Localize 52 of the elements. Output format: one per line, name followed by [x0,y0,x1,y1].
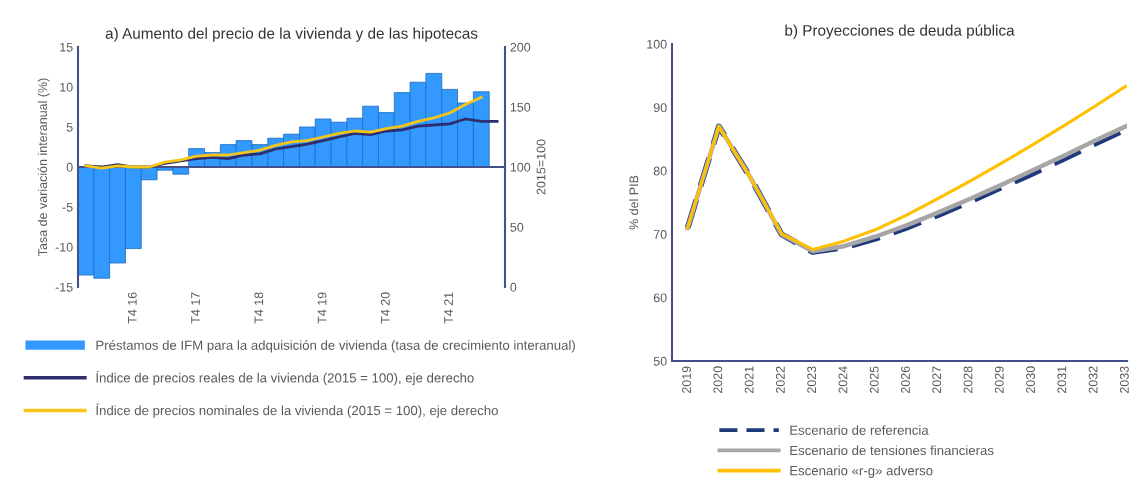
y-tick-label: 50 [653,356,667,366]
x-tick-label: T4 18 [254,292,264,324]
y-tick-label: -10 [55,242,73,252]
y-tick-label: 90 [653,103,667,113]
x-tick-label: 2031 [1057,366,1067,394]
y-tick-label: 5 [66,122,73,132]
legend-label: Índice de precios reales de la vivienda (2015 = 100), eje derecho [96,370,474,386]
chart-title: a) Aumento del precio de la vivienda y de las hipotecas [105,27,478,42]
x-tick-label: 2033 [1119,366,1129,394]
x-tick-label: T4 21 [444,292,453,324]
y-tick-label: 10 [60,82,73,92]
y2-axis-title: 2015=100 [536,139,546,195]
y-tick-label: 80 [653,166,667,176]
x-tick-label: 2026 [901,366,910,394]
y-tick-label: 0 [66,162,73,172]
x-tick-label: 2030 [1026,366,1035,394]
y2-tick-label: 100 [510,162,531,172]
x-tick-label: 2019 [682,366,691,394]
y-tick-label: 70 [653,230,667,239]
legend-label: Escenario de tensiones financieras [790,445,994,456]
y2-tick-label: 0 [510,282,517,292]
y-axis-title: Tasa de variación interanual (%) [37,78,50,256]
x-tick-label: 2027 [932,366,942,394]
x-tick-label: T4 20 [380,292,390,324]
x-tick-label: 2022 [775,366,785,394]
y-tick-label: 60 [653,293,667,303]
x-tick-label: 2032 [1088,366,1098,394]
x-tick-label: T4 16 [127,292,137,324]
y-tick-label: -5 [62,202,73,212]
y2-tick-label: 50 [510,222,524,232]
x-tick-label: 2024 [838,366,848,394]
y-axis-title: % del PIB [629,175,639,230]
y2-tick-label: 150 [510,102,531,112]
x-tick-label: 2020 [713,366,723,394]
line-series [84,96,483,170]
y2-tick-label: 200 [510,42,531,52]
x-tick-label: 2028 [963,366,973,394]
x-tick-label: 2029 [994,366,1004,394]
legend-label: Índice de precios nominales de la vivienda (2015 = 100), eje derecho [96,403,498,418]
x-tick-label: T4 19 [317,292,327,324]
legend-label: Escenario de referencia [790,425,929,435]
legend-label: Escenario «r-g» adverso [790,465,933,478]
chart-title: b) Proyecciones de deuda pública [785,24,1015,39]
x-tick-label: T4 17 [191,292,200,324]
y-tick-label: 15 [60,42,73,52]
x-tick-label: 2021 [744,366,754,394]
y-tick-label: -15 [55,282,73,292]
x-tick-label: 2025 [869,366,879,394]
y-tick-label: 100 [647,39,667,49]
legend-label: Préstamos de IFM para la adquisición de vivienda (tasa de crecimiento interanual) [96,340,575,353]
line-series [686,84,1127,251]
x-tick-label: 2023 [807,366,817,394]
